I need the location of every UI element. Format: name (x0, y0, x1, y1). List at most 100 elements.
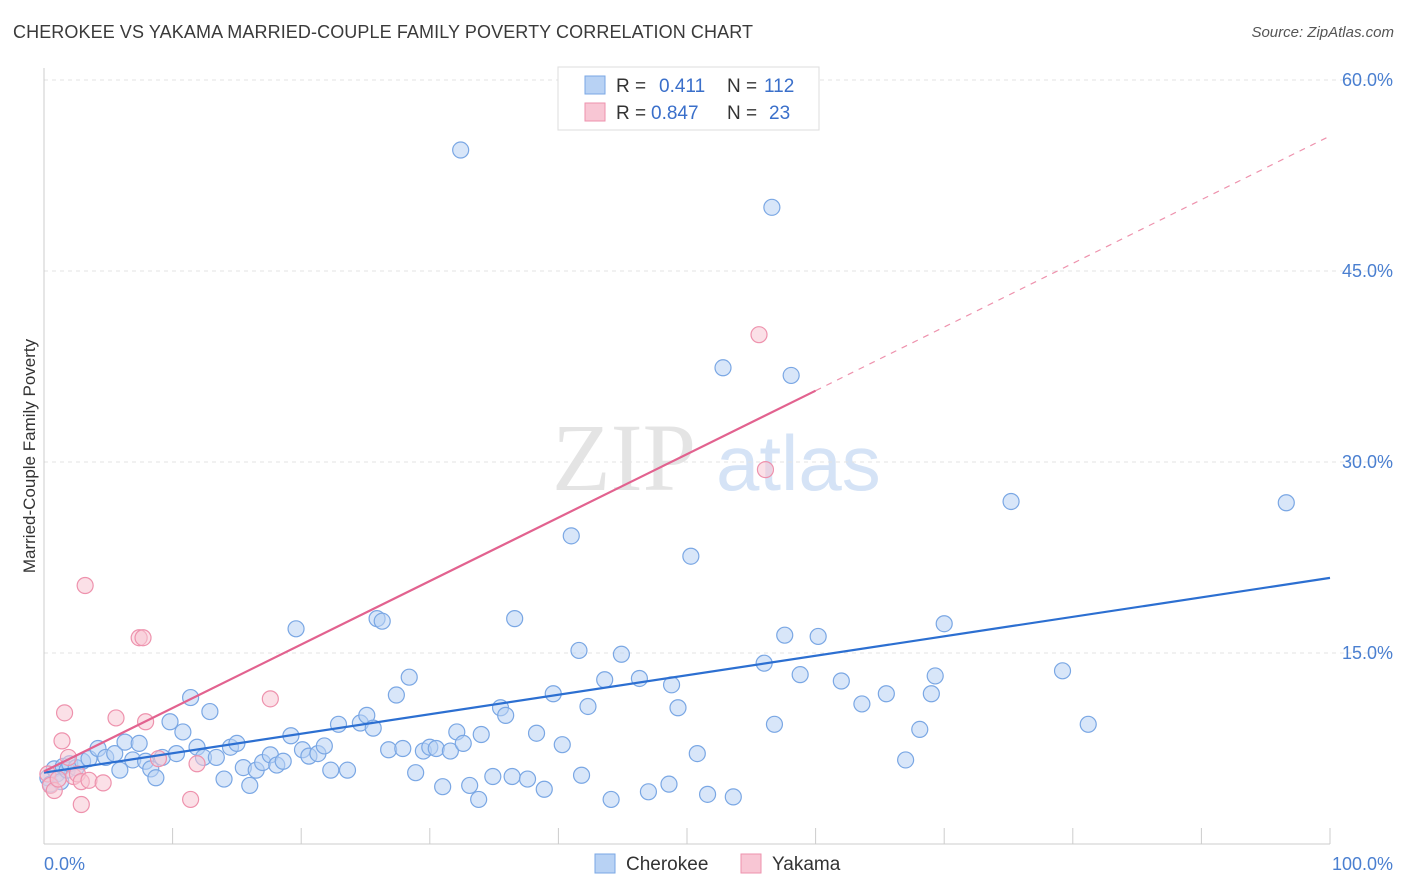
cherokee-point-112 (1002, 492, 1020, 511)
cherokee-point-39 (274, 752, 292, 770)
y-tick-label-15: 15.0% (1342, 643, 1393, 663)
cherokee-point-68 (470, 790, 488, 809)
legend-n-value-1: 112 (764, 76, 794, 97)
cherokee-point-54 (380, 741, 398, 759)
cherokee-point-104 (832, 672, 850, 690)
cherokee-point-15 (116, 733, 134, 751)
bottom-legend-yakama: Yakama (772, 854, 841, 875)
legend-r-value-1: 0.411 (659, 76, 705, 97)
legend-swatch-yakama (584, 102, 606, 122)
cherokee-point-29 (207, 748, 225, 767)
yakama-trendline-extension (815, 135, 1331, 392)
cherokee-point-69 (472, 725, 490, 744)
cherokee-point-28 (201, 702, 219, 721)
yakama-point-21 (261, 690, 279, 708)
bottom-legend-swatch-yakama (740, 853, 762, 874)
cherokee-point-20 (147, 769, 165, 787)
cherokee-trendline (43, 576, 1331, 774)
y-tick-label-60: 60.0% (1342, 70, 1393, 90)
cherokee-point-22 (161, 713, 179, 731)
yakama-points (39, 326, 775, 814)
cherokee-point-114 (1079, 715, 1097, 733)
cherokee-point-62 (434, 778, 452, 796)
cherokee-point-81 (570, 641, 588, 660)
cherokee-point-83 (579, 697, 597, 716)
cherokee-point-48 (338, 761, 357, 779)
cherokee-point-17 (130, 734, 148, 753)
x-tick-label-min: 0.0% (44, 854, 85, 874)
watermark-zip: ZIP (552, 404, 696, 511)
cherokee-point-103 (809, 627, 827, 646)
bottom-legend: Cherokee Yakama (594, 853, 841, 875)
cherokee-point-101 (776, 626, 794, 644)
legend-r-label-1: R = (616, 76, 646, 97)
yakama-point-13 (94, 774, 112, 792)
legend-r-label-2: R = (616, 103, 646, 124)
y-tick-label-30: 30.0% (1342, 452, 1393, 472)
bottom-legend-cherokee: Cherokee (626, 854, 708, 875)
cherokee-point-46 (322, 761, 340, 779)
bottom-legend-swatch-cherokee (594, 853, 616, 874)
cherokee-point-108 (911, 720, 929, 739)
legend-n-value-2: 23 (769, 103, 790, 124)
cherokee-point-94 (698, 785, 717, 803)
cherokee-point-93 (688, 744, 706, 763)
cherokee-point-110 (926, 667, 944, 685)
y-axis-title: Married-Couple Family Poverty (20, 338, 39, 573)
yakama-point-16 (134, 629, 152, 647)
cherokee-point-70 (484, 767, 502, 786)
legend-n-label-2: N = (727, 103, 757, 124)
source-label: Source: ZipAtlas.com (1251, 24, 1394, 41)
y-tick-labels: 15.0% 30.0% 45.0% 60.0% (1342, 70, 1393, 663)
cherokee-point-53 (373, 612, 391, 630)
cherokee-point-75 (518, 770, 537, 788)
cherokee-point-76 (527, 724, 546, 742)
yakama-point-4 (53, 732, 71, 750)
x-tick-label-max: 100.0% (1332, 854, 1393, 874)
yakama-point-19 (182, 790, 200, 809)
cherokee-point-99 (765, 715, 784, 733)
cherokee-point-77 (535, 780, 553, 798)
cherokee-point-65 (454, 734, 472, 753)
cherokee-point-106 (877, 685, 895, 703)
cherokee-point-25 (182, 688, 200, 707)
cherokee-point-85 (602, 790, 620, 809)
cherokee-point-102 (791, 666, 809, 684)
cherokee-point-79 (553, 736, 571, 754)
cherokee-point-24 (174, 723, 192, 741)
cherokee-point-82 (572, 766, 591, 784)
legend-swatch-cherokee (584, 75, 606, 95)
cherokee-point-66 (452, 141, 470, 159)
cherokee-point-34 (241, 776, 259, 795)
cherokee-point-56 (394, 739, 412, 758)
cherokee-point-98 (763, 198, 781, 216)
watermark-atlas: atlas (716, 419, 881, 507)
cherokee-point-86 (612, 645, 631, 663)
cherokee-point-74 (506, 610, 524, 628)
cherokee-point-109 (922, 685, 940, 703)
cherokee-point-30 (215, 770, 233, 788)
cherokee-point-80 (562, 527, 580, 545)
top-legend: R = 0.411 N = 112 R = 0.847 N = 23 (557, 66, 820, 131)
cherokee-point-115 (1277, 494, 1295, 512)
cherokee-point-96 (724, 788, 742, 806)
cherokee-point-55 (387, 686, 405, 704)
cherokee-point-111 (935, 615, 953, 633)
cherokee-point-92 (682, 547, 700, 565)
cherokee-point-100 (782, 366, 800, 385)
cherokee-point-58 (407, 764, 425, 782)
yakama-point-14 (107, 709, 125, 727)
cherokee-point-41 (287, 620, 305, 638)
yakama-point-18 (149, 750, 168, 768)
legend-n-label-1: N = (727, 76, 757, 97)
yakama-point-11 (76, 576, 94, 595)
yakama-point-10 (72, 795, 90, 814)
y-tick-label-45: 45.0% (1342, 261, 1393, 281)
cherokee-point-73 (503, 767, 521, 786)
cherokee-point-105 (853, 695, 871, 713)
cherokee-point-107 (897, 751, 915, 769)
cherokee-point-72 (497, 706, 515, 724)
cherokee-point-67 (461, 776, 479, 795)
yakama-point-3 (49, 770, 67, 788)
cherokee-point-113 (1053, 662, 1072, 680)
